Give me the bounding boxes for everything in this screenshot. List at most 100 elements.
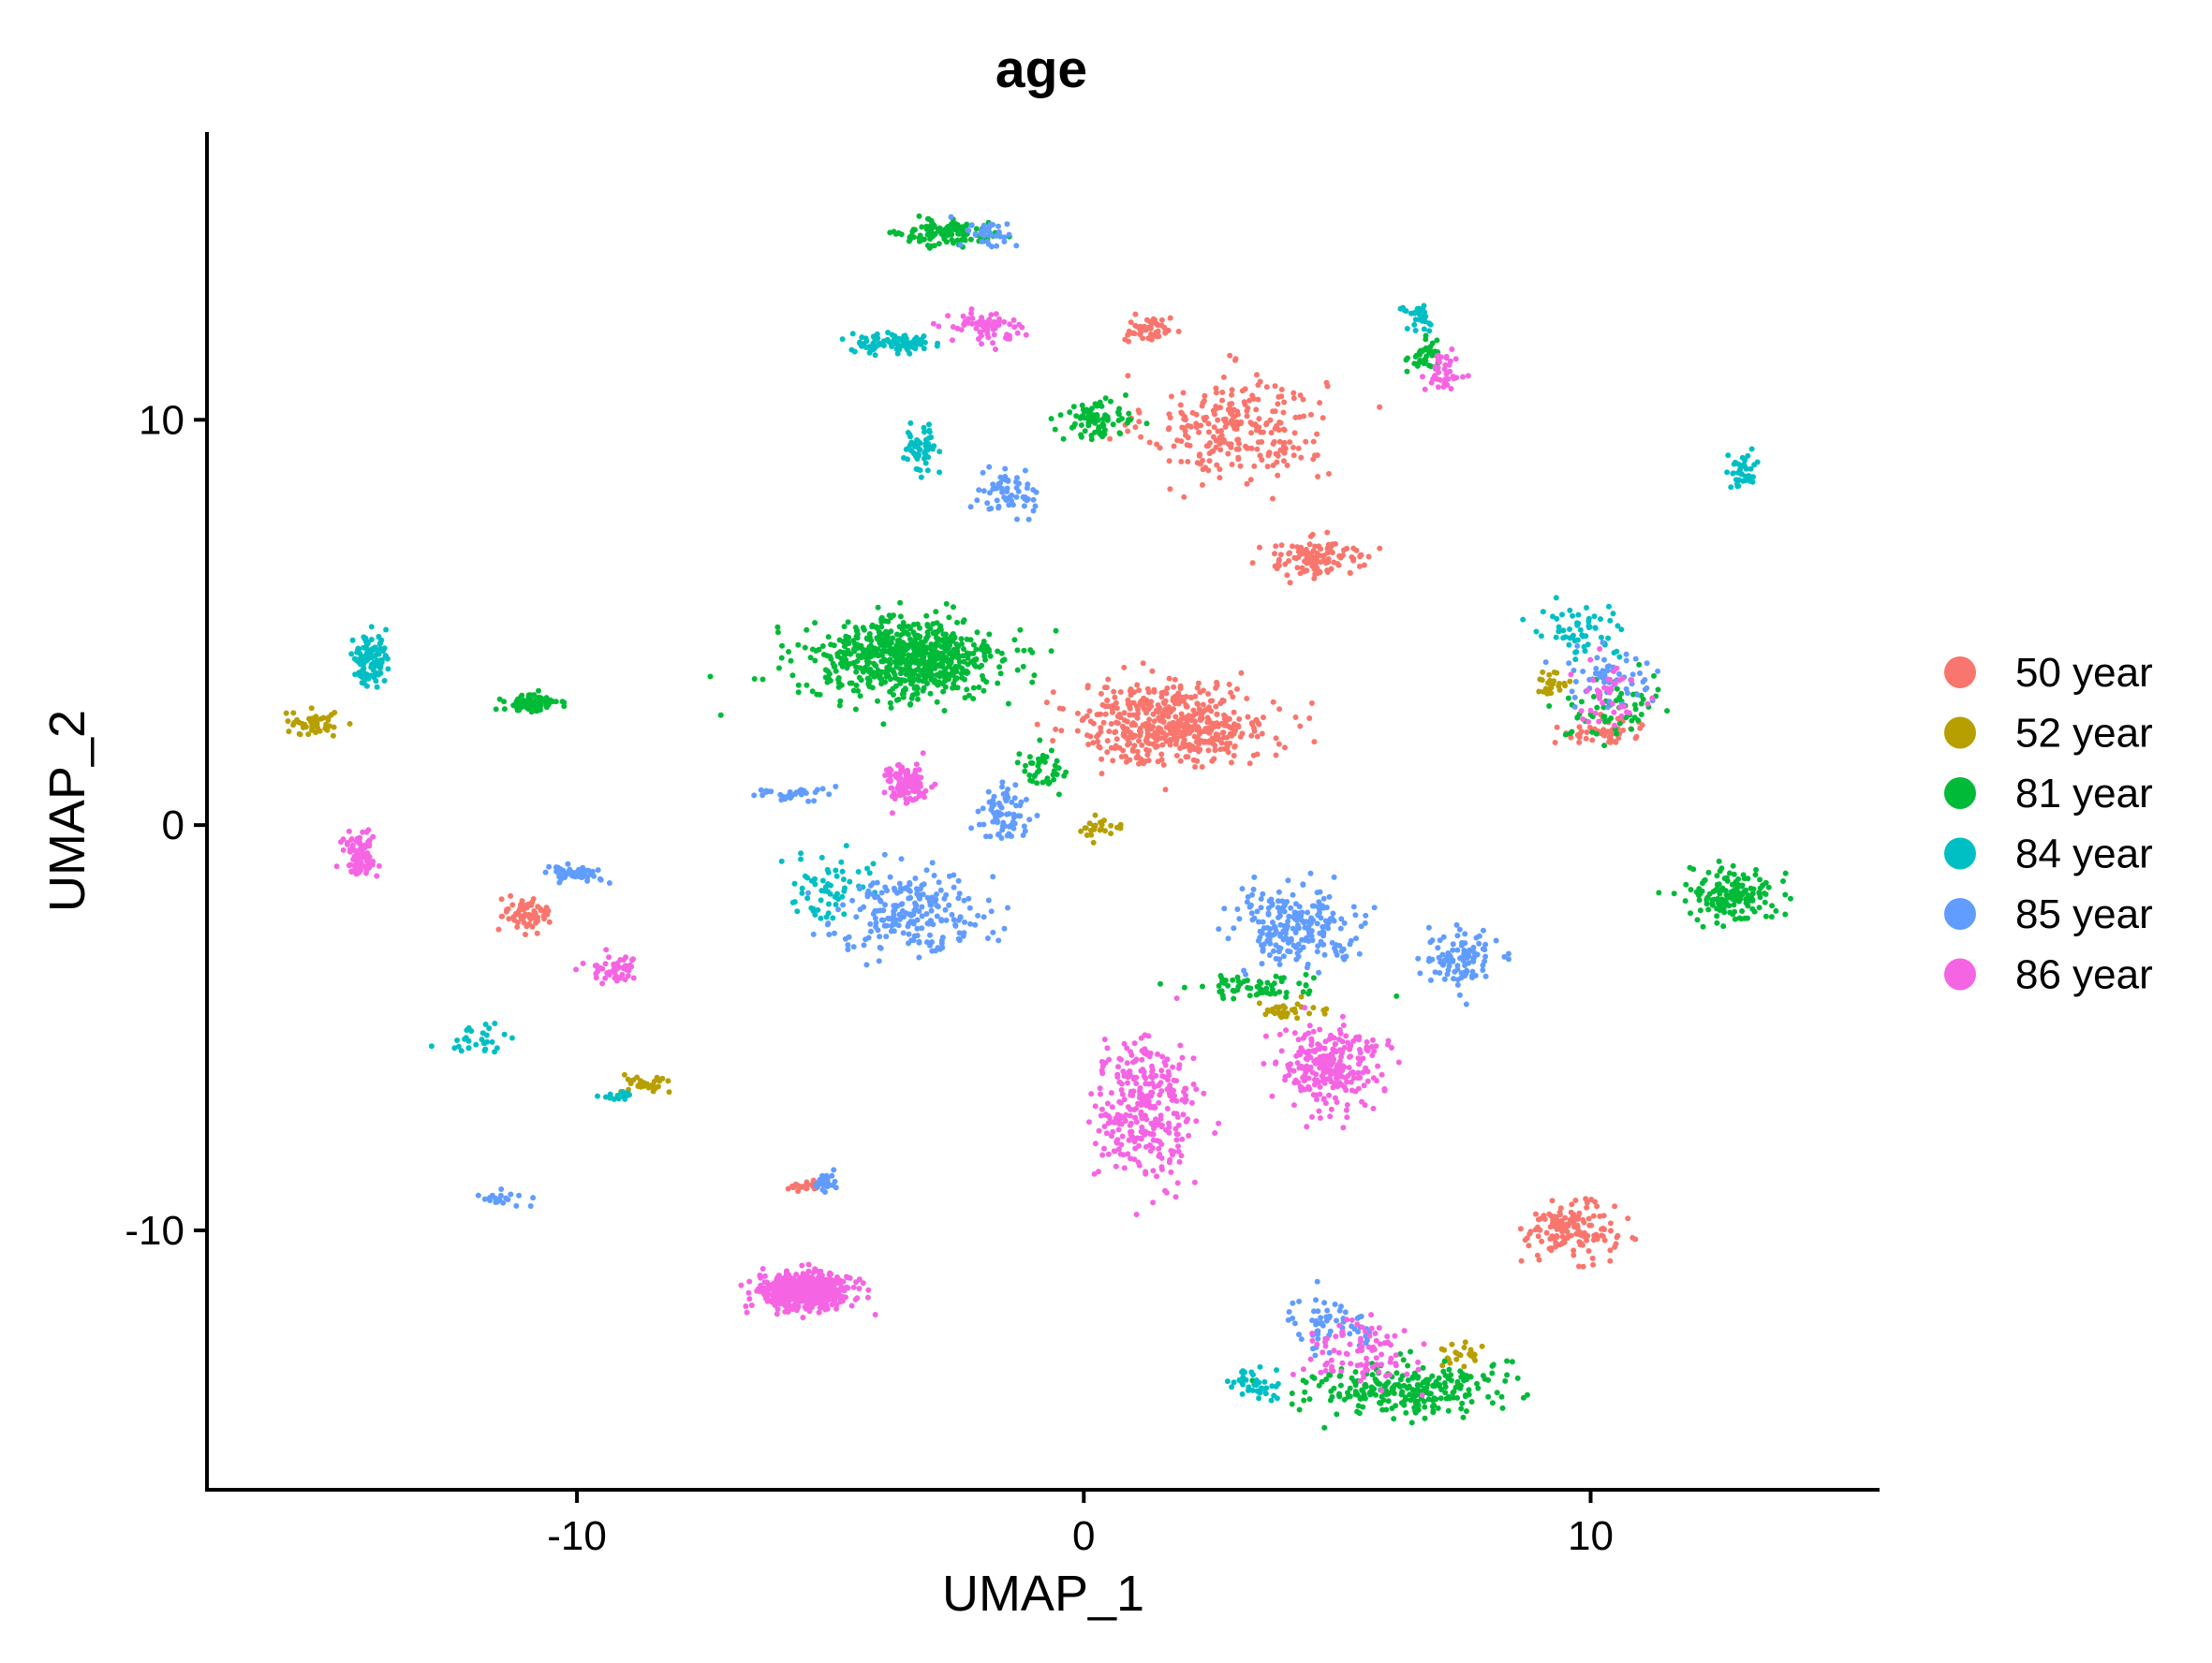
- data-point: [1286, 913, 1292, 920]
- data-point: [1573, 649, 1580, 655]
- data-point: [956, 890, 963, 897]
- data-point: [1536, 688, 1542, 695]
- data-point: [875, 668, 881, 673]
- data-point: [1090, 412, 1097, 419]
- data-point: [1572, 656, 1579, 663]
- data-point: [1347, 1331, 1353, 1337]
- data-point: [1441, 1380, 1448, 1386]
- data-point: [1208, 708, 1215, 714]
- data-point: [1325, 549, 1332, 555]
- data-point: [1098, 725, 1104, 731]
- data-point: [1175, 718, 1182, 725]
- data-point: [928, 243, 935, 249]
- data-point: [383, 653, 389, 659]
- data-point: [509, 1035, 515, 1041]
- data-point: [519, 898, 525, 905]
- data-point: [914, 466, 921, 473]
- data-point: [1193, 420, 1200, 427]
- data-point: [939, 637, 946, 643]
- data-point: [881, 851, 888, 858]
- data-point: [918, 640, 924, 645]
- data-point: [892, 906, 898, 913]
- data-point: [1575, 611, 1582, 618]
- data-point: [922, 441, 929, 448]
- data-point: [1307, 929, 1314, 935]
- data-point: [1749, 905, 1756, 912]
- data-point: [1074, 710, 1081, 716]
- data-point: [1736, 915, 1743, 921]
- data-point: [1540, 669, 1546, 675]
- data-point: [1027, 647, 1034, 654]
- data-point: [880, 917, 887, 923]
- data-point: [1314, 431, 1320, 437]
- data-point: [857, 340, 863, 346]
- data-point: [1006, 811, 1012, 817]
- data-point: [1446, 1394, 1453, 1401]
- data-point: [1442, 1372, 1449, 1378]
- data-point: [1316, 969, 1322, 976]
- data-point: [1600, 1213, 1607, 1219]
- data-point: [1134, 748, 1141, 755]
- data-point: [1732, 916, 1738, 922]
- data-point: [901, 690, 907, 697]
- data-point: [1167, 486, 1173, 493]
- data-point: [618, 1091, 625, 1097]
- data-point: [1436, 954, 1442, 961]
- point-cluster: [1249, 529, 1383, 586]
- data-point: [942, 906, 949, 913]
- data-point: [1574, 1224, 1581, 1229]
- data-point: [901, 332, 907, 339]
- data-point: [1272, 563, 1278, 569]
- data-point: [1476, 933, 1482, 939]
- data-point: [1200, 457, 1205, 464]
- data-point: [1592, 670, 1599, 677]
- data-point: [1369, 1372, 1376, 1378]
- data-point: [1073, 413, 1080, 419]
- data-point: [840, 1278, 847, 1285]
- data-point: [940, 688, 947, 695]
- data-point: [907, 919, 914, 925]
- data-point: [1002, 465, 1009, 472]
- data-point: [1320, 1322, 1326, 1329]
- data-point: [1220, 417, 1227, 422]
- data-point: [1020, 663, 1026, 670]
- data-point: [983, 833, 989, 840]
- data-point: [849, 331, 856, 337]
- data-point: [1237, 420, 1244, 427]
- data-point: [285, 718, 291, 725]
- data-point: [924, 939, 930, 946]
- data-point: [1200, 701, 1206, 708]
- data-point: [1535, 1233, 1541, 1240]
- data-point: [1394, 1370, 1400, 1376]
- data-point: [954, 237, 961, 243]
- point-cluster: [1542, 640, 1661, 711]
- data-point: [1757, 885, 1763, 891]
- data-point: [849, 897, 856, 904]
- data-point: [1263, 384, 1270, 390]
- data-point: [922, 676, 928, 683]
- data-point: [1391, 1416, 1397, 1422]
- data-point: [1193, 411, 1200, 418]
- data-point: [1187, 725, 1194, 731]
- data-point: [1545, 680, 1551, 686]
- data-point: [852, 1296, 859, 1302]
- data-point: [1214, 679, 1220, 685]
- data-point: [499, 913, 506, 920]
- data-point: [913, 886, 920, 892]
- data-point: [980, 469, 986, 476]
- data-point: [964, 650, 970, 656]
- data-point: [1253, 992, 1260, 998]
- data-point: [819, 786, 826, 792]
- data-point: [519, 902, 525, 908]
- data-point: [1004, 221, 1010, 228]
- data-point: [1404, 368, 1410, 375]
- data-point: [1134, 682, 1141, 688]
- data-point: [1055, 765, 1062, 772]
- data-point: [1324, 529, 1331, 536]
- data-point: [1123, 392, 1128, 398]
- data-point: [995, 223, 1001, 229]
- data-point: [1229, 1384, 1235, 1391]
- data-point: [1637, 670, 1643, 676]
- data-point: [990, 874, 996, 880]
- data-point: [536, 687, 541, 694]
